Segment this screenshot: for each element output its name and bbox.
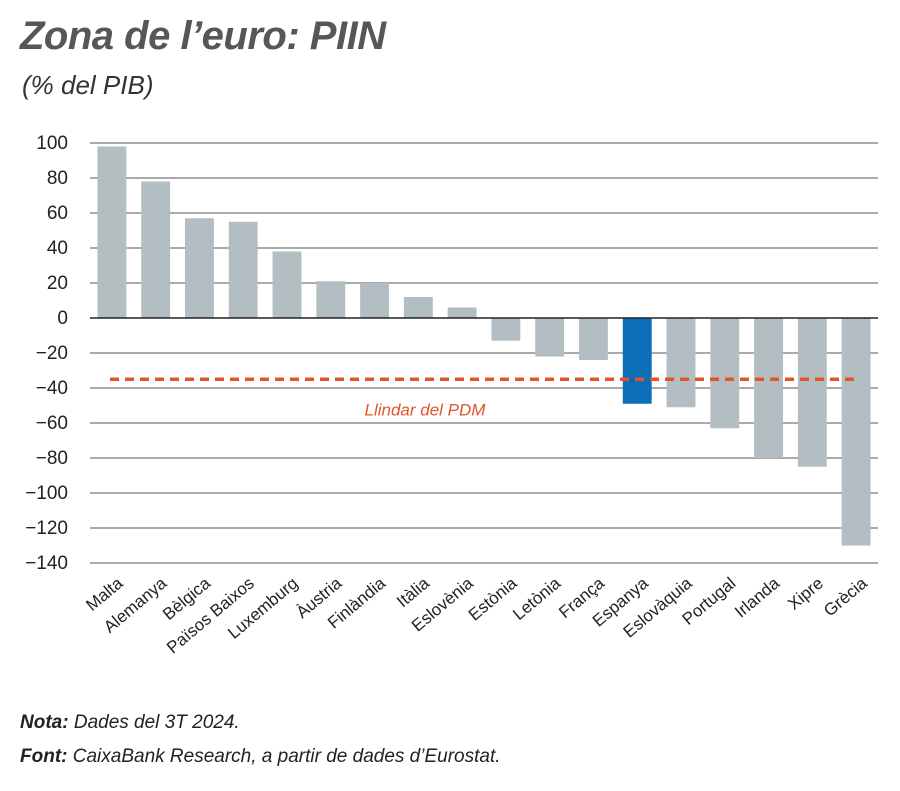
bar-4 [272,251,302,318]
y-tick-label: 20 [47,273,68,294]
y-tick-label: −120 [25,518,68,539]
bar-15 [754,318,784,458]
bar-17 [841,318,871,546]
x-category-label: Estònia [465,573,521,624]
y-tick-label: 40 [47,238,68,259]
note-text: Dades del 3T 2024. [68,712,240,733]
bar-8 [447,307,477,318]
x-category-label: Irlanda [731,573,783,621]
bar-2 [184,218,214,318]
bar-13 [666,318,696,408]
bar-11 [578,318,608,360]
bar-10 [535,318,565,357]
y-tick-label: −80 [36,448,68,469]
y-tick-label: 60 [47,203,68,224]
chart-title: Zona de l’euro: PIIN [20,14,386,58]
x-category-label: Grècia [820,573,871,620]
bar-12 [622,318,652,404]
y-tick-label: −140 [25,553,68,574]
y-tick-label: −100 [25,483,68,504]
y-tick-label: 100 [36,133,68,154]
bar-7 [403,297,433,318]
source-line: Font: CaixaBank Research, a partir de da… [20,746,501,768]
bar-6 [360,283,390,318]
y-tick-label: −40 [36,378,68,399]
y-tick-label: −60 [36,413,68,434]
note-label: Nota: [20,712,69,733]
bar-9 [491,318,521,341]
bar-0 [97,146,127,318]
y-tick-label: −20 [36,343,68,364]
bar-14 [710,318,740,429]
bar-1 [141,181,171,318]
threshold-label: Llindar del PDM [365,400,487,419]
source-label: Font: [20,746,68,767]
x-category-label: Letònia [509,573,564,624]
bar-16 [797,318,827,467]
bar-chart: 100 80 60 40 20 0 −20 −40 −60 −80 −100 −120 −140 Llin… [25,133,878,657]
bar-3 [228,221,258,318]
note-line: Nota: Dades del 3T 2024. [20,712,240,734]
chart-subtitle: (% del PIB) [22,70,154,100]
bar-5 [316,281,346,318]
source-text: CaixaBank Research, a partir de dades d’… [67,746,501,767]
y-tick-label: 0 [57,308,68,329]
y-tick-label: 80 [47,168,68,189]
